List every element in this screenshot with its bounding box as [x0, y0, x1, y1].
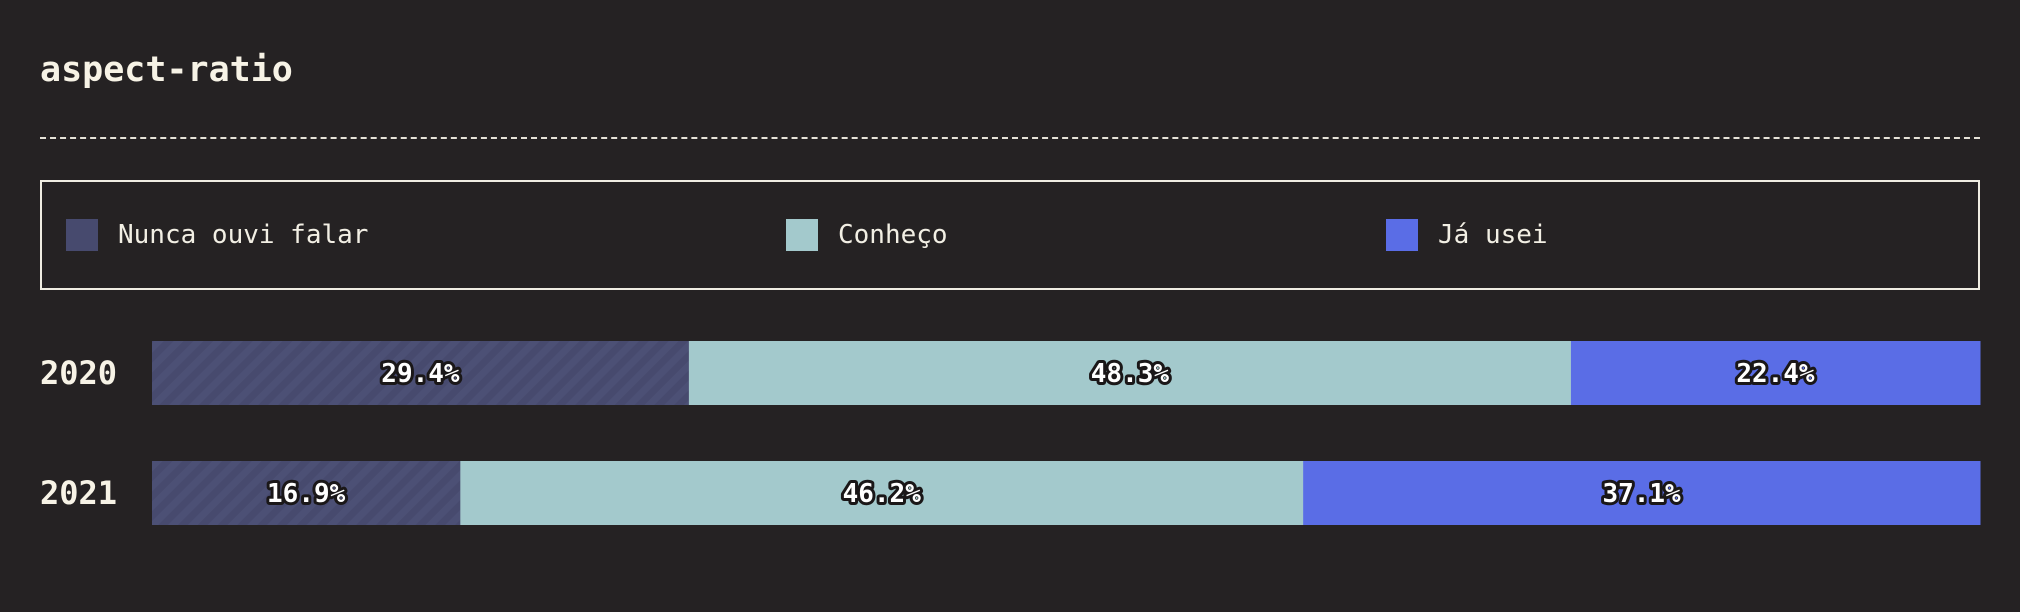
legend-swatch-conheco [786, 219, 818, 251]
legend-label-conheco: Conheço [838, 220, 948, 250]
data-label-2020-conheco: 48.3% [1091, 359, 1170, 389]
title-divider [40, 137, 1980, 139]
legend-swatch-nunca [66, 219, 98, 251]
bar-2020-nunca [152, 341, 690, 405]
data-label-2021-conheco: 46.2% [843, 479, 922, 509]
legend-item-ja-usei: Já usei [1386, 218, 1548, 252]
data-label-2021-nunca: 16.9% [267, 479, 346, 509]
legend-label-nunca: Nunca ouvi falar [118, 220, 369, 250]
legend: Nunca ouvi falar Conheço Já usei [40, 180, 1980, 290]
bar-2020-ja-usei [1570, 341, 1981, 405]
legend-item-conheco: Conheço [786, 218, 948, 252]
bar-2020-conheco [688, 341, 1572, 405]
data-label-2020-ja-usei: 22.4% [1736, 359, 1815, 389]
bar-2021-ja-usei [1303, 461, 1981, 525]
legend-swatch-ja-usei [1386, 219, 1418, 251]
bar-2021-nunca [152, 461, 461, 525]
data-label-2020-nunca: 29.4% [381, 359, 460, 389]
bar-2021-conheco [460, 461, 1304, 525]
row-label-2020: 2020 [40, 354, 118, 392]
legend-label-ja-usei: Já usei [1438, 220, 1548, 250]
legend-item-nunca: Nunca ouvi falar [66, 218, 368, 252]
chart-title: aspect-ratio [40, 50, 293, 90]
data-label-2021-ja-usei: 37.1% [1602, 479, 1681, 509]
row-label-2021: 2021 [40, 474, 118, 512]
